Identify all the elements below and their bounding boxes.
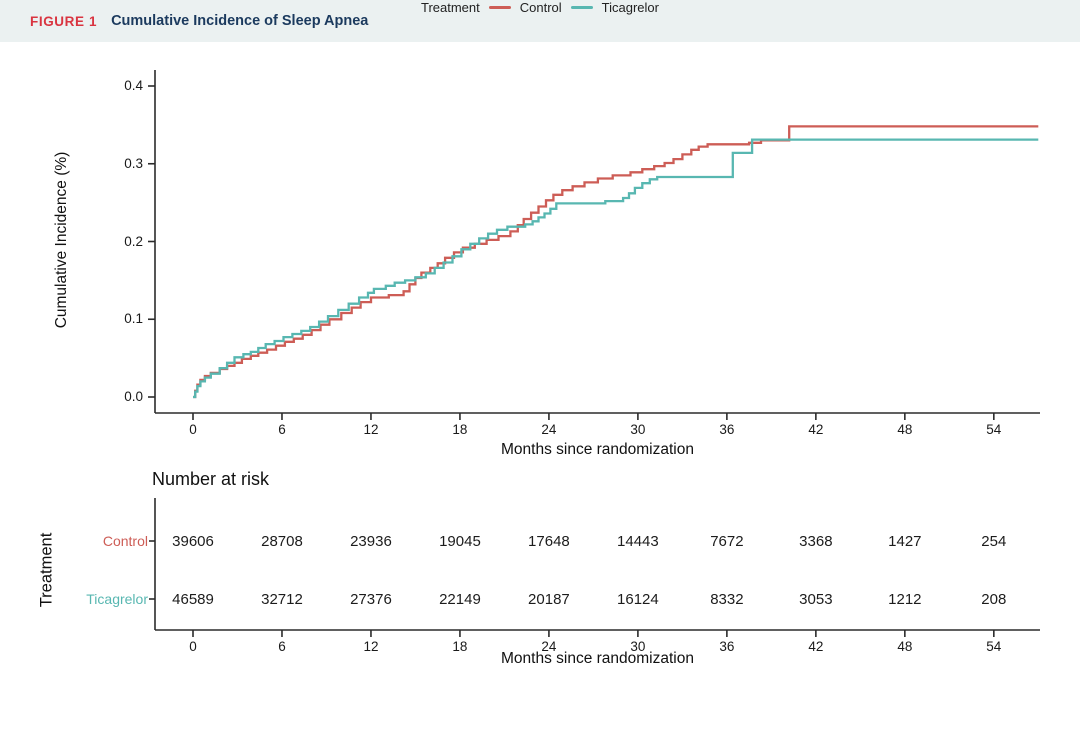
risk-value: 23936 — [350, 533, 392, 550]
risk-value: 14443 — [617, 533, 659, 550]
risk-x-tick-label: 24 — [541, 639, 557, 654]
risk-value: 16124 — [617, 591, 659, 608]
x-tick-label: 42 — [808, 422, 824, 437]
curve-ticagrelor — [193, 138, 1039, 399]
risk-value: 254 — [981, 533, 1007, 550]
x-axis-title-risk-table: Months since randomization — [501, 650, 694, 667]
risk-value: 8332 — [710, 591, 744, 608]
risk-value: 22149 — [439, 591, 481, 608]
risk-value: 19045 — [439, 533, 481, 550]
figure-header-bar: FIGURE 1 Cumulative Incidence of Sleep A… — [0, 0, 1080, 42]
legend-items: Control Ticagrelor — [488, 0, 659, 15]
risk-value: 1427 — [888, 533, 922, 550]
x-axis-title-plot: Months since randomization — [501, 441, 694, 458]
risk-x-tick-label: 48 — [897, 639, 913, 654]
legend-swatch-ticagrelor — [570, 6, 593, 9]
x-tick-label: 6 — [278, 422, 286, 437]
y-tick-label: 0.3 — [124, 155, 143, 171]
x-tick-label: 0 — [189, 422, 197, 437]
x-tick-label: 48 — [897, 422, 913, 437]
risk-x-tick-label: 6 — [278, 639, 286, 654]
y-axis-title: Cumulative Incidence (%) — [53, 151, 70, 329]
y-tick-label: 0.2 — [124, 233, 143, 249]
risk-value: 20187 — [528, 591, 570, 608]
y-tick-label: 0.4 — [124, 78, 143, 93]
risk-x-tick-label: 0 — [189, 639, 197, 654]
risk-row-label-ticagrelor: Ticagrelor — [86, 591, 148, 607]
risk-x-tick-label: 36 — [719, 639, 735, 654]
risk-value: 46589 — [172, 591, 214, 608]
risk-value: 3368 — [799, 533, 833, 550]
risk-value: 7672 — [710, 533, 744, 550]
risk-value: 1212 — [888, 591, 922, 608]
legend-series-label: Ticagrelor — [601, 0, 659, 15]
risk-x-tick-label: 42 — [808, 639, 824, 654]
risk-value: 27376 — [350, 591, 392, 608]
risk-value: 17648 — [528, 533, 570, 550]
curve-control — [193, 125, 1039, 399]
risk-value: 39606 — [172, 533, 214, 550]
risk-value: 32712 — [261, 591, 303, 608]
legend-swatch-control — [488, 6, 511, 9]
legend: Treatment Control Ticagrelor — [0, 0, 1080, 15]
risk-value: 28708 — [261, 533, 303, 550]
figure-number-label: FIGURE 1 — [30, 13, 98, 29]
x-tick-label: 12 — [363, 422, 379, 437]
legend-series-label: Control — [519, 0, 562, 15]
risk-x-tick-label: 12 — [363, 639, 379, 654]
x-tick-label: 30 — [630, 422, 646, 437]
risk-x-tick-label: 18 — [452, 639, 468, 654]
y-tick-label: 0.1 — [124, 311, 143, 327]
x-tick-label: 18 — [452, 422, 468, 437]
risk-value: 208 — [981, 591, 1007, 608]
risk-row-label-control: Control — [102, 533, 148, 549]
legend-title: Treatment — [420, 0, 480, 15]
figure-title: Cumulative Incidence of Sleep Apnea — [111, 13, 369, 29]
x-tick-label: 36 — [719, 422, 735, 437]
risk-table-title: Number at risk — [152, 469, 270, 489]
x-tick-label: 54 — [986, 422, 1002, 437]
x-tick-label: 24 — [541, 422, 557, 437]
y-tick-label: 0.0 — [124, 389, 143, 404]
risk-value: 3053 — [799, 591, 833, 608]
risk-x-tick-label: 54 — [986, 639, 1002, 654]
risk-x-tick-label: 30 — [630, 639, 646, 654]
